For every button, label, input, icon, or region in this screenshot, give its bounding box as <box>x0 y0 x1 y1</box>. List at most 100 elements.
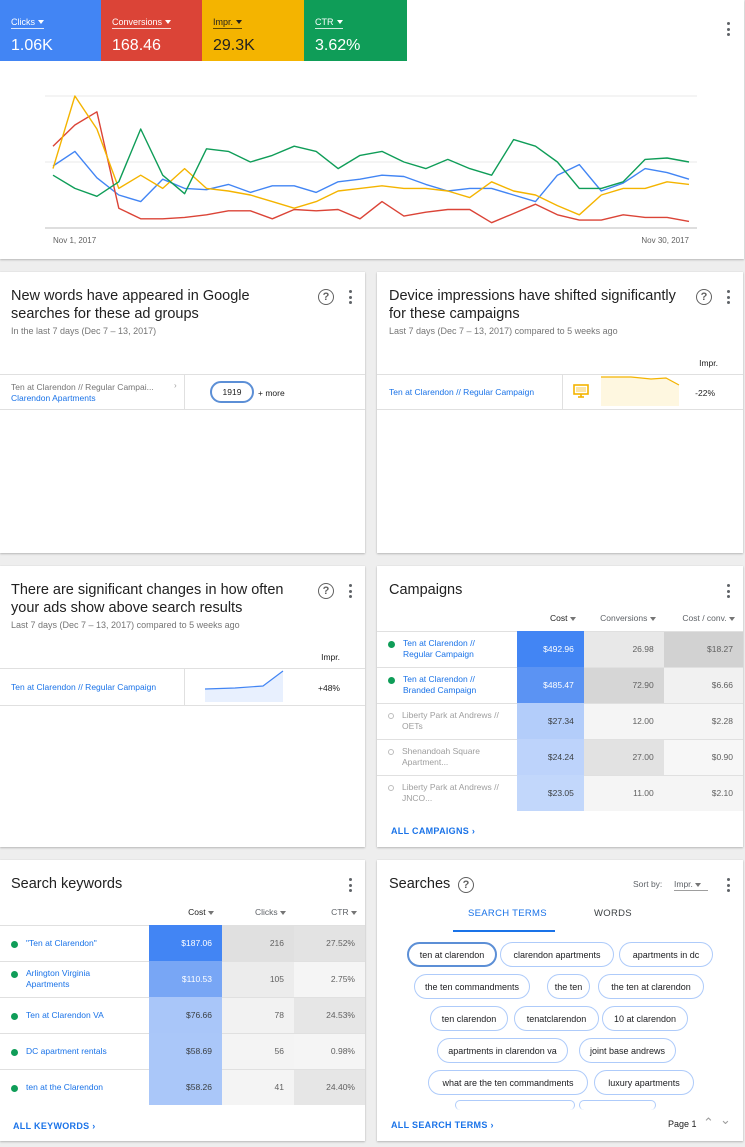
column-header-cost-per-conv[interactable]: Cost / conv. <box>664 606 743 631</box>
more-options-icon[interactable] <box>342 289 358 305</box>
keyword-link[interactable]: DC apartment rentals <box>26 1045 107 1056</box>
column-header-cost[interactable]: Cost <box>517 606 583 631</box>
sort-by-label: Sort by: <box>633 879 663 889</box>
help-icon[interactable]: ? <box>696 289 712 305</box>
all-campaigns-link[interactable]: ALL CAMPAIGNS › <box>391 826 476 836</box>
next-page-icon[interactable]: ⌄ <box>720 1112 731 1127</box>
keyword-name-cell[interactable]: DC apartment rentals <box>0 1032 149 1069</box>
keyword-link[interactable]: Ten at Clarendon VA <box>26 1009 104 1020</box>
campaign-link[interactable]: Shenandoah Square Apartment... <box>402 746 480 767</box>
table-row[interactable]: Arlington Virginia Apartments $110.53 105 2… <box>0 960 365 997</box>
search-term-chip[interactable]: apartments in dc <box>619 942 713 967</box>
dropdown-arrow-icon <box>165 20 172 24</box>
conversions-cell: 26.98 <box>583 630 664 667</box>
campaign-name-cell[interactable]: Shenandoah Square Apartment... <box>377 738 518 775</box>
search-term-chip[interactable]: joint base andrews <box>579 1038 676 1063</box>
more-options-icon[interactable] <box>342 583 358 599</box>
table-row[interactable]: Shenandoah Square Apartment... $24.24 27.0… <box>377 738 743 775</box>
more-options-icon[interactable] <box>720 21 736 37</box>
status-dot <box>11 971 18 978</box>
table-row[interactable]: ten at the Clarendon $58.26 41 24.40% <box>0 1068 365 1105</box>
search-term-chip[interactable]: the ten at clarendon <box>598 974 704 999</box>
tab-active-indicator <box>453 930 555 932</box>
help-icon[interactable]: ? <box>318 583 334 599</box>
more-words-link[interactable]: + more <box>258 388 285 398</box>
tab-search-terms[interactable]: SEARCH TERMS <box>468 908 547 919</box>
word-count-pill[interactable]: 1919 <box>210 381 254 403</box>
campaign-link[interactable]: Ten at Clarendon // Regular Campaign <box>389 387 535 397</box>
search-term-chip[interactable]: the ten commandments <box>414 974 530 999</box>
search-term-chip[interactable]: tenatclarendon <box>514 1006 599 1031</box>
table-row[interactable]: Ten at Clarendon // Regular Campaign $492… <box>377 630 743 667</box>
campaign-link[interactable]: Ten at Clarendon // Regular Campaign <box>403 638 475 659</box>
metric-ctr-label: CTR <box>315 17 334 27</box>
campaign-name-cell[interactable]: Liberty Park at Andrews // OETs <box>377 702 518 739</box>
help-icon[interactable]: ? <box>318 289 334 305</box>
sort-arrow-icon <box>729 617 735 622</box>
keyword-name-cell[interactable]: ten at the Clarendon <box>0 1068 149 1105</box>
sort-arrow-icon <box>208 911 214 916</box>
status-dot <box>388 641 395 648</box>
keyword-name-cell[interactable]: Arlington Virginia Apartments <box>0 960 149 997</box>
column-header-ctr[interactable]: CTR <box>294 900 365 925</box>
metric-conversions[interactable]: Conversions 168.46 <box>101 0 202 61</box>
help-icon[interactable]: ? <box>458 877 474 893</box>
table-row[interactable]: Ten at Clarendon VA $76.66 78 24.53% <box>0 996 365 1033</box>
ctr-cell: 24.53% <box>294 996 365 1033</box>
column-header-cost[interactable]: Cost <box>149 900 222 925</box>
keyword-name-cell[interactable]: Ten at Clarendon VA <box>0 996 149 1033</box>
campaign-name-cell[interactable]: Ten at Clarendon // Regular Campaign <box>377 630 518 667</box>
campaign-link[interactable]: Liberty Park at Andrews // OETs <box>402 710 499 731</box>
series-line-ctr <box>52 128 690 198</box>
search-term-chip[interactable]: ten clarendon <box>430 1006 508 1031</box>
new-words-card: New words have appeared in Google search… <box>0 272 365 553</box>
status-dot <box>388 749 394 755</box>
above-search-results-card: There are significant changes in how oft… <box>0 566 365 847</box>
impressions-change: -22% <box>695 388 715 398</box>
keyword-link[interactable]: Arlington Virginia Apartments <box>26 968 91 989</box>
search-term-chip[interactable]: luxury apartments <box>594 1070 694 1095</box>
keyword-name-cell[interactable]: "Ten at Clarendon" <box>0 924 149 961</box>
ad-group-link[interactable]: Clarendon Apartments <box>11 393 96 403</box>
previous-page-icon[interactable]: ⌃ <box>703 1115 714 1130</box>
campaign-link[interactable]: Ten at Clarendon // Branded Campaign <box>403 674 477 695</box>
sort-arrow-icon <box>569 617 576 622</box>
more-options-icon[interactable] <box>720 289 736 305</box>
all-keywords-link[interactable]: ALL KEYWORDS › <box>13 1121 96 1131</box>
campaign-name-cell[interactable]: Liberty Park at Andrews // JNCO... <box>377 774 518 811</box>
table-row[interactable]: "Ten at Clarendon" $187.06 216 27.52% <box>0 924 365 961</box>
search-term-chip[interactable]: 10 at clarendon <box>602 1006 688 1031</box>
card-title: Search keywords <box>11 876 123 892</box>
table-row[interactable]: Liberty Park at Andrews // OETs $27.34 12.… <box>377 702 743 739</box>
keyword-link[interactable]: ten at the Clarendon <box>26 1081 104 1092</box>
table-row[interactable]: Liberty Park at Andrews // JNCO... $23.05… <box>377 774 743 811</box>
status-dot <box>11 1084 18 1092</box>
keyword-link[interactable]: "Ten at Clarendon" <box>26 937 97 948</box>
search-term-chip[interactable]: apartments in clarendon va <box>437 1038 568 1063</box>
tab-words[interactable]: WORDS <box>594 908 632 919</box>
campaign-link[interactable]: Ten at Clarendon // Regular Campaign <box>11 682 157 692</box>
all-search-terms-link[interactable]: ALL SEARCH TERMS › <box>391 1120 494 1130</box>
campaign-link[interactable]: Liberty Park at Andrews // JNCO... <box>402 782 499 804</box>
cost-per-conv-cell: $2.28 <box>663 702 743 739</box>
more-options-icon[interactable] <box>720 583 736 599</box>
metric-conversions-value: 168.46 <box>112 37 161 54</box>
column-header-conversions[interactable]: Conversions <box>584 606 664 631</box>
dropdown-arrow-icon <box>695 883 702 887</box>
clicks-cell: 216 <box>222 924 294 961</box>
column-header-clicks[interactable]: Clicks <box>222 900 294 925</box>
metric-ctr[interactable]: CTR 3.62% <box>304 0 407 61</box>
more-options-icon[interactable] <box>720 877 736 893</box>
search-term-chip[interactable]: what are the ten commandments <box>428 1070 588 1095</box>
ctr-cell: 2.75% <box>294 960 365 997</box>
table-row[interactable]: DC apartment rentals $58.69 56 0.98% <box>0 1032 365 1069</box>
more-options-icon[interactable] <box>342 877 358 893</box>
metric-impressions[interactable]: Impr. 29.3K <box>202 0 304 61</box>
metric-clicks[interactable]: Clicks 1.06K <box>0 0 101 61</box>
search-term-chip[interactable]: clarendon apartments <box>500 942 614 967</box>
campaign-name-cell[interactable]: Ten at Clarendon // Branded Campaign <box>377 666 518 703</box>
sort-by-select[interactable]: Impr. <box>674 879 708 891</box>
table-row[interactable]: Ten at Clarendon // Branded Campaign $485… <box>377 666 743 703</box>
search-term-chip[interactable]: the ten <box>547 974 590 999</box>
search-term-chip[interactable]: ten at clarendon <box>407 942 497 967</box>
